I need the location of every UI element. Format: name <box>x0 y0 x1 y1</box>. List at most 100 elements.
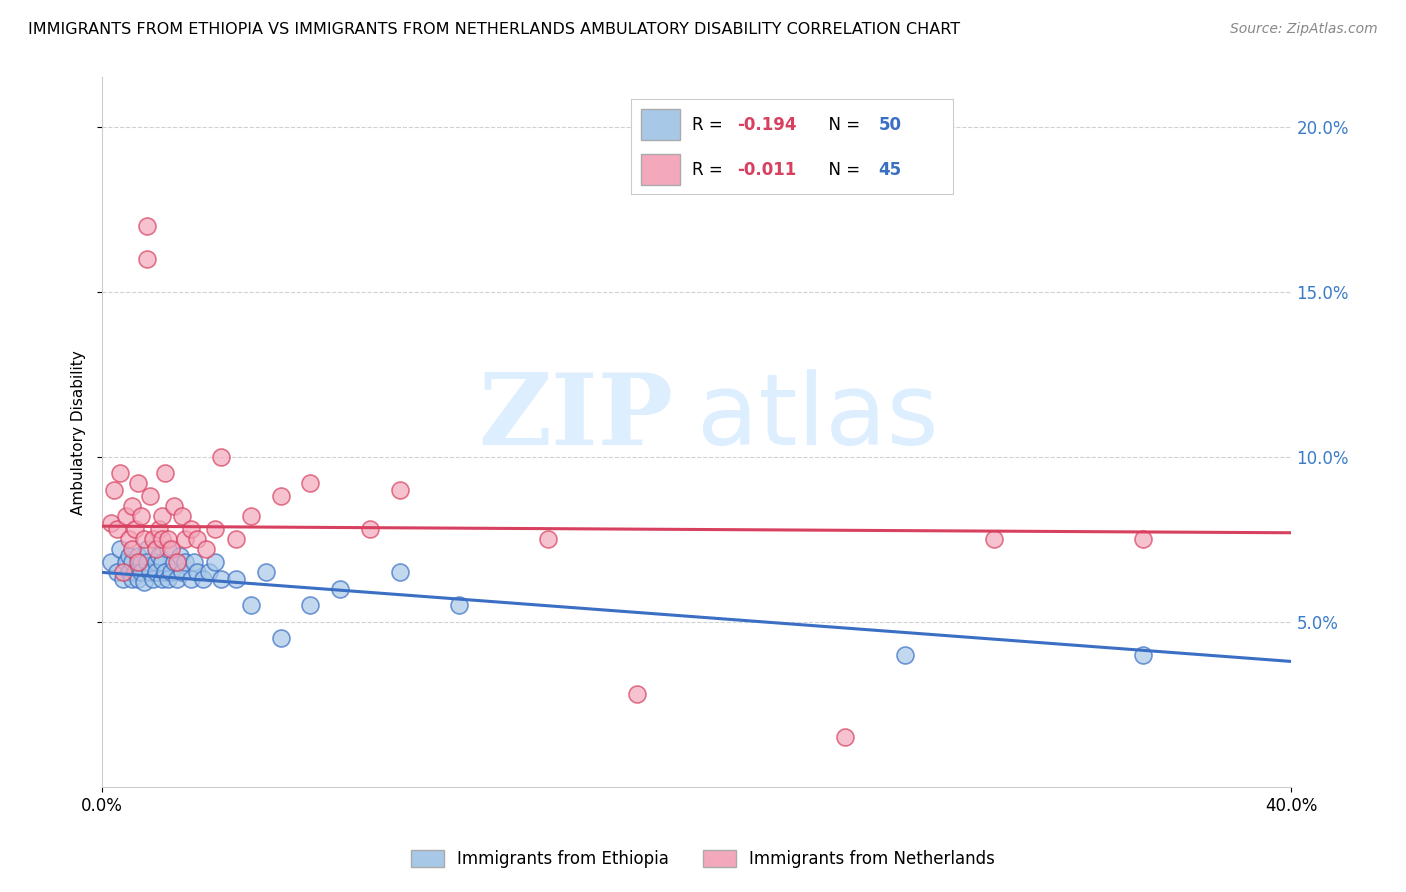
Point <box>145 542 167 557</box>
Point <box>299 599 322 613</box>
Point <box>162 500 184 514</box>
Point <box>299 476 322 491</box>
Point <box>1132 648 1154 662</box>
Point <box>156 572 179 586</box>
Legend: Immigrants from Ethiopia, Immigrants from Netherlands: Immigrants from Ethiopia, Immigrants fro… <box>404 843 1002 875</box>
Point <box>174 556 197 570</box>
Point <box>129 556 152 570</box>
Point <box>150 509 173 524</box>
Point <box>983 533 1005 547</box>
Point <box>156 542 179 557</box>
Point <box>193 572 215 586</box>
Point <box>239 599 262 613</box>
Point <box>153 566 176 580</box>
Point <box>537 533 560 547</box>
Point <box>108 467 131 481</box>
Point <box>225 533 247 547</box>
Point <box>127 549 149 563</box>
Point <box>139 566 162 580</box>
Point <box>172 566 194 580</box>
Point <box>100 516 122 530</box>
Point <box>118 533 141 547</box>
Point <box>209 450 232 464</box>
Point <box>209 572 232 586</box>
Point <box>180 523 202 537</box>
Point <box>118 549 141 563</box>
Point <box>139 490 162 504</box>
Point <box>239 509 262 524</box>
Point <box>100 556 122 570</box>
Point <box>150 556 173 570</box>
Point <box>169 549 191 563</box>
Point <box>1132 533 1154 547</box>
Point <box>105 523 128 537</box>
Text: atlas: atlas <box>697 369 938 467</box>
Text: IMMIGRANTS FROM ETHIOPIA VS IMMIGRANTS FROM NETHERLANDS AMBULATORY DISABILITY CO: IMMIGRANTS FROM ETHIOPIA VS IMMIGRANTS F… <box>28 22 960 37</box>
Point <box>204 556 226 570</box>
Point <box>111 572 134 586</box>
Point <box>127 572 149 586</box>
Point <box>159 566 181 580</box>
Point <box>195 542 218 557</box>
Point <box>166 572 188 586</box>
Point <box>124 566 146 580</box>
Point <box>121 542 143 557</box>
Point <box>388 483 411 497</box>
Point <box>186 533 208 547</box>
Point <box>183 556 205 570</box>
Point <box>105 566 128 580</box>
Point <box>180 572 202 586</box>
Point <box>270 490 292 504</box>
Point <box>132 533 155 547</box>
Point <box>145 556 167 570</box>
Point <box>270 632 292 646</box>
Point <box>388 566 411 580</box>
Point <box>198 566 221 580</box>
Point <box>145 566 167 580</box>
Point <box>135 219 157 233</box>
Point <box>156 533 179 547</box>
Point <box>127 556 149 570</box>
Point <box>148 523 170 537</box>
Point <box>162 556 184 570</box>
Point <box>153 467 176 481</box>
Point <box>894 648 917 662</box>
Point <box>148 549 170 563</box>
Point <box>129 566 152 580</box>
Point <box>447 599 470 613</box>
Point <box>166 556 188 570</box>
Point <box>103 483 125 497</box>
Point <box>359 523 381 537</box>
Point <box>834 731 856 745</box>
Point <box>115 556 138 570</box>
Point <box>142 572 165 586</box>
Point <box>118 566 141 580</box>
Y-axis label: Ambulatory Disability: Ambulatory Disability <box>72 350 86 515</box>
Point <box>124 523 146 537</box>
Point <box>150 533 173 547</box>
Point <box>132 575 155 590</box>
Point <box>174 533 197 547</box>
Point <box>225 572 247 586</box>
Point <box>204 523 226 537</box>
Point <box>129 509 152 524</box>
Point <box>186 566 208 580</box>
Point <box>121 572 143 586</box>
Point <box>127 476 149 491</box>
Point <box>172 509 194 524</box>
Point <box>254 566 277 580</box>
Point <box>159 542 181 557</box>
Point <box>135 556 157 570</box>
Point <box>329 582 352 596</box>
Point <box>626 688 648 702</box>
Text: Source: ZipAtlas.com: Source: ZipAtlas.com <box>1230 22 1378 37</box>
Point <box>135 252 157 266</box>
Point <box>111 566 134 580</box>
Point <box>121 500 143 514</box>
Point <box>142 533 165 547</box>
Point <box>121 556 143 570</box>
Point <box>115 509 138 524</box>
Point <box>108 542 131 557</box>
Point <box>135 542 157 557</box>
Text: ZIP: ZIP <box>478 369 673 467</box>
